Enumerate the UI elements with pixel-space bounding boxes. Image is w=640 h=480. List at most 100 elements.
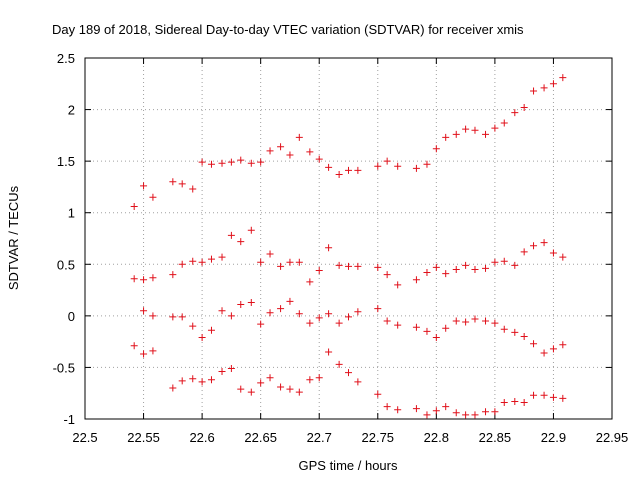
data-point-lower-middle [471, 315, 479, 323]
data-point-upper-middle [306, 278, 314, 286]
data-point-lower [540, 391, 548, 399]
data-points [130, 74, 567, 419]
data-point-lower [500, 398, 508, 406]
data-point-upper [218, 159, 226, 167]
data-point-lower-middle [530, 340, 538, 348]
data-point-upper-middle [432, 263, 440, 271]
data-point-lower-middle [491, 319, 499, 327]
data-point-upper-middle [383, 271, 391, 279]
data-point-lower [207, 376, 215, 384]
data-point-upper-middle [237, 238, 245, 246]
data-point-lower-middle [345, 313, 352, 321]
data-point-lower [520, 398, 528, 406]
data-point-lower [325, 348, 333, 356]
data-point-lower [462, 411, 470, 419]
data-point-lower-middle [277, 305, 285, 313]
data-point-upper [335, 171, 343, 179]
data-point-upper-middle [442, 270, 450, 278]
data-point-upper [169, 178, 177, 186]
data-point-lower [530, 391, 538, 399]
data-point-upper [549, 80, 557, 88]
data-point-upper-middle [266, 250, 274, 258]
data-point-lower-middle [394, 321, 402, 329]
data-point-upper-middle [520, 248, 528, 256]
data-point-upper-middle [198, 258, 206, 266]
data-point-upper [452, 130, 460, 138]
data-point-upper [257, 158, 265, 166]
data-point-lower-middle [207, 326, 215, 334]
x-tick-label: 22.75 [362, 430, 395, 445]
data-point-upper [286, 151, 294, 159]
data-point-lower-middle [169, 313, 177, 321]
data-point-upper [383, 157, 391, 165]
data-point-upper-middle [207, 255, 215, 263]
x-tick-label: 22.7 [307, 430, 332, 445]
data-point-lower-middle [482, 317, 490, 325]
x-tick-label: 22.85 [479, 430, 512, 445]
data-point-lower-middle [540, 349, 548, 357]
data-point-upper [325, 163, 333, 171]
data-point-upper-middle [462, 261, 470, 269]
data-point-lower-middle [520, 332, 528, 340]
data-point-lower-middle [149, 312, 157, 320]
data-point-upper-middle [178, 260, 186, 268]
data-point-upper [227, 158, 235, 166]
data-point-upper [237, 156, 245, 164]
data-point-upper-middle [295, 258, 303, 266]
data-point-lower-middle [452, 317, 460, 325]
data-point-upper [315, 155, 323, 163]
data-point-lower-middle [257, 320, 265, 328]
data-point-lower [354, 378, 362, 386]
data-point-lower-middle [266, 309, 274, 317]
x-tick-label: 22.5 [72, 430, 97, 445]
data-point-lower-middle [189, 322, 197, 330]
data-point-upper [178, 180, 186, 188]
data-point-upper [491, 124, 499, 132]
data-point-lower [169, 384, 177, 392]
data-point-upper [482, 130, 490, 138]
data-point-upper-middle [412, 276, 420, 284]
data-point-lower [149, 347, 157, 355]
data-point-upper-middle [354, 262, 362, 270]
data-point-upper-middle [530, 242, 538, 250]
data-point-lower-middle [549, 345, 557, 353]
data-point-upper [189, 185, 197, 193]
data-point-upper-middle [149, 274, 157, 282]
data-point-upper [277, 143, 285, 151]
data-point-lower [178, 377, 186, 385]
data-point-lower-middle [354, 308, 362, 316]
data-point-upper-middle [315, 266, 323, 274]
data-point-upper-middle [491, 258, 499, 266]
data-point-lower-middle [140, 307, 148, 315]
y-tick-label: 2.5 [57, 51, 75, 66]
data-point-lower-middle [315, 314, 323, 322]
data-point-upper [345, 166, 352, 174]
y-tick-label: 0 [68, 309, 75, 324]
data-point-upper [423, 160, 431, 168]
data-point-upper [247, 159, 255, 167]
data-point-lower [412, 405, 420, 413]
data-point-upper-middle [452, 265, 460, 273]
data-point-lower-middle [325, 310, 333, 318]
data-point-lower [237, 385, 245, 393]
data-point-lower-middle [423, 327, 431, 335]
data-point-lower [432, 407, 440, 415]
y-axis-label: SDTVAR / TECUs [6, 185, 21, 290]
data-point-upper-middle [140, 276, 148, 284]
data-point-lower [549, 393, 557, 401]
data-point-lower-middle [306, 319, 314, 327]
data-point-lower [482, 408, 490, 416]
data-point-upper-middle [549, 249, 557, 257]
data-point-upper [207, 160, 215, 168]
data-point-upper-middle [247, 226, 255, 234]
y-tick-label: -0.5 [53, 360, 75, 375]
data-point-lower-middle [218, 307, 226, 315]
data-point-upper [540, 84, 548, 92]
data-point-lower [394, 406, 402, 414]
data-point-lower [227, 364, 235, 372]
data-point-lower [198, 378, 206, 386]
data-point-upper-middle [218, 253, 226, 261]
data-point-lower-middle [286, 297, 294, 305]
data-point-lower [452, 409, 460, 417]
data-point-upper [530, 87, 538, 95]
